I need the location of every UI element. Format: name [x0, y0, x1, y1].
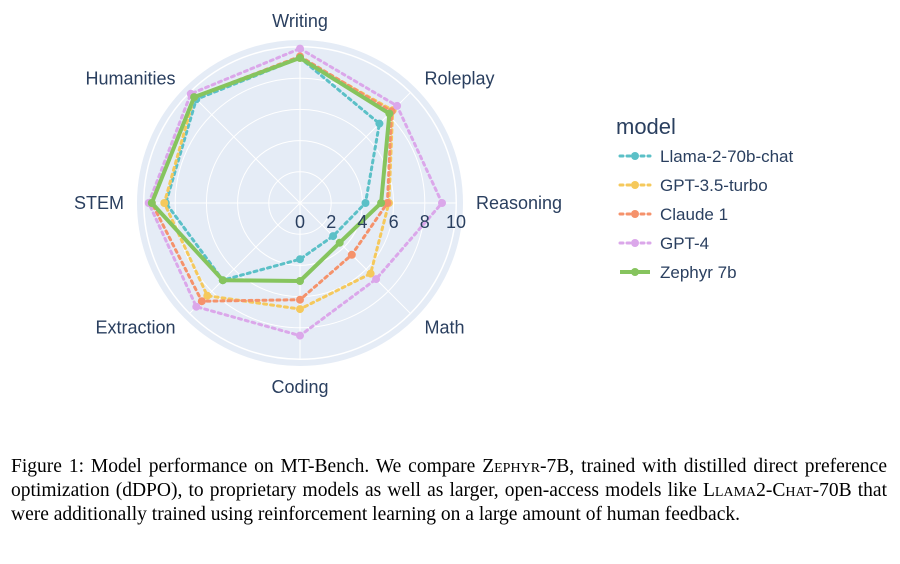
data-point: [366, 269, 375, 278]
data-point: [296, 295, 304, 304]
data-point: [296, 331, 304, 340]
axis-label-extraction: Extraction: [95, 318, 175, 338]
caption-text: that were additionally trained using rei…: [11, 480, 887, 525]
caption-text: , trained with distilled direct preferen…: [11, 456, 887, 501]
legend-title: model: [616, 114, 676, 139]
legend-label: Llama-2-70b-chat: [660, 147, 794, 166]
data-point: [296, 277, 304, 285]
legend-item[interactable]: Zephyr 7b: [620, 263, 737, 282]
data-point: [372, 275, 381, 284]
series-zephyr-7b: [147, 53, 394, 285]
data-point: [377, 199, 386, 207]
legend-marker: [631, 210, 639, 218]
data-point: [197, 297, 206, 306]
figure-caption: Figure 1: Model performance on MT-Bench.…: [11, 455, 887, 527]
data-point: [218, 276, 227, 285]
axis-labels: Writing Roleplay Reasoning Math Coding Extrac…: [74, 11, 562, 397]
data-point: [296, 305, 304, 314]
legend-marker: [631, 152, 639, 160]
caption-text: Figure 1: Model performance on MT-Bench.…: [11, 456, 483, 477]
legend-item[interactable]: Llama-2-70b-chat: [618, 147, 794, 166]
data-point: [335, 238, 344, 247]
radial-tick-label: 4: [357, 212, 367, 232]
data-point: [203, 291, 212, 300]
radial-tick-label: 2: [326, 212, 336, 232]
legend-marker: [631, 268, 639, 276]
data-point: [383, 199, 392, 207]
data-point: [329, 232, 338, 241]
data-point: [347, 250, 356, 259]
data-point: [296, 44, 304, 53]
legend-label: Claude 1: [660, 205, 728, 224]
data-point: [393, 101, 402, 110]
polar-outer-ring: [137, 40, 463, 366]
caption-smallcaps: Zephyr-7B: [482, 456, 570, 477]
legend-label: Zephyr 7b: [660, 263, 737, 282]
data-point: [296, 255, 304, 264]
axis-label-writing: Writing: [272, 11, 328, 31]
legend-item[interactable]: GPT-3.5-turbo: [618, 176, 768, 195]
data-point: [190, 93, 199, 102]
radial-tick-label: 6: [389, 212, 399, 232]
data-point: [296, 53, 304, 62]
legend[interactable]: model Llama-2-70b-chat GPT-3.5-turbo Claude…: [616, 114, 794, 282]
angular-gridline: [299, 202, 411, 314]
axis-label-stem: STEM: [74, 193, 124, 213]
series-layer: [144, 44, 446, 340]
axis-label-coding: Coding: [271, 377, 328, 397]
axis-label-math: Math: [425, 318, 465, 338]
data-point: [438, 199, 446, 207]
radial-tick-label: 8: [420, 212, 430, 232]
legend-label: GPT-3.5-turbo: [660, 176, 768, 195]
data-point: [192, 302, 201, 311]
legend-item[interactable]: Claude 1: [618, 205, 728, 224]
legend-item[interactable]: GPT-4: [618, 234, 709, 253]
axis-label-reasoning: Reasoning: [476, 193, 562, 213]
radial-tick-label: 0: [295, 212, 305, 232]
angular-gridline: [189, 92, 301, 204]
data-point: [375, 119, 384, 128]
data-point: [361, 199, 370, 207]
data-point: [160, 199, 169, 207]
legend-label: GPT-4: [660, 234, 709, 253]
axis-label-humanities: Humanities: [85, 69, 175, 89]
data-point: [385, 109, 394, 118]
axis-label-roleplay: Roleplay: [425, 69, 495, 89]
data-point: [147, 199, 156, 207]
caption-smallcaps: Llama2-Chat-70B: [703, 480, 852, 501]
radar-chart: Writing Roleplay Reasoning Math Coding Extrac…: [74, 11, 794, 397]
legend-marker: [631, 239, 639, 247]
legend-marker: [631, 181, 639, 189]
radial-tick-label: 10: [446, 212, 466, 232]
